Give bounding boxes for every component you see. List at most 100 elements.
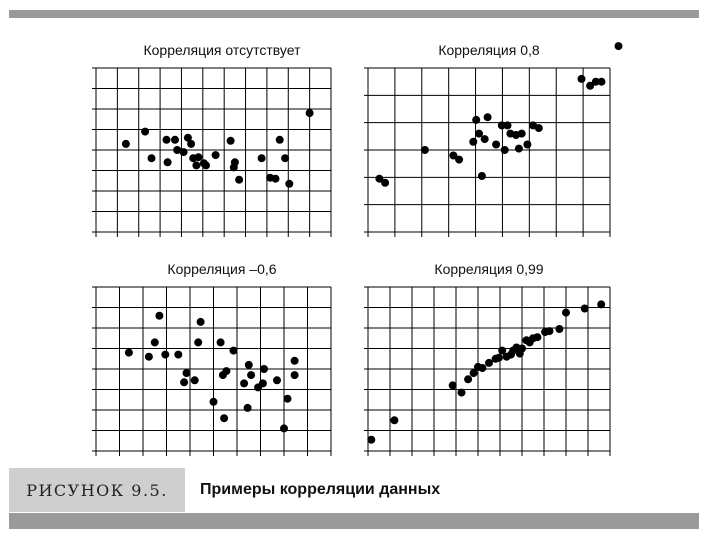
data-point [290, 356, 299, 365]
data-point [390, 416, 399, 425]
scatter-panel-2: Корреляция 0,8 [364, 42, 623, 237]
data-point [194, 153, 203, 162]
data-point [260, 365, 268, 373]
data-point [448, 381, 457, 390]
data-point [187, 139, 196, 148]
data-point [258, 379, 267, 388]
data-point [179, 148, 188, 157]
data-point [162, 135, 171, 144]
data-point [597, 77, 606, 86]
data-point [545, 327, 554, 336]
data-point [257, 154, 266, 163]
data-point [216, 338, 225, 347]
data-point [420, 146, 429, 154]
chart-title: Корреляция 0,99 [434, 261, 543, 277]
chart-title: Корреляция 0,8 [438, 42, 540, 58]
data-point [580, 304, 589, 313]
data-point [577, 74, 586, 83]
figure-label: РИСУНОК 9.5. [26, 480, 168, 500]
data-point [271, 174, 280, 183]
data-point [247, 371, 256, 380]
data-point [534, 124, 543, 133]
bottom-rule [9, 513, 699, 529]
data-point [180, 378, 189, 387]
data-point [230, 158, 239, 167]
data-point [478, 364, 487, 372]
data-point [477, 172, 486, 180]
data-point [121, 139, 130, 148]
chart-title: Корреляция –0,6 [167, 261, 276, 277]
data-point [614, 42, 623, 51]
data-point [533, 333, 542, 342]
data-point [155, 311, 164, 320]
data-point [211, 151, 220, 160]
data-point [586, 81, 595, 90]
scatter-panel-1: Корреляция отсутствует [92, 42, 332, 237]
data-point [381, 178, 390, 187]
data-point [196, 317, 205, 326]
data-point [305, 109, 314, 118]
data-point [173, 146, 182, 154]
data-point [483, 113, 492, 122]
grid [92, 67, 332, 237]
data-point [244, 360, 253, 369]
data-point [457, 388, 466, 397]
data-point [503, 121, 512, 130]
data-point [517, 129, 526, 138]
data-point [183, 133, 192, 142]
data-point [562, 308, 570, 317]
top-rule [9, 10, 699, 18]
data-point [492, 140, 501, 149]
data-point [163, 158, 172, 167]
data-point [469, 369, 478, 378]
data-point [226, 136, 235, 145]
data-point [367, 435, 376, 444]
data-point [235, 175, 244, 184]
data-point [124, 348, 133, 357]
data-point [523, 140, 532, 149]
data-point [194, 338, 203, 347]
data-point [283, 394, 292, 403]
data-point [555, 325, 564, 333]
data-point [281, 154, 290, 163]
chart-title: Корреляция отсутствует [143, 42, 301, 58]
data-point [182, 369, 191, 378]
data-point [464, 375, 473, 384]
data-point [485, 358, 493, 367]
data-point [469, 137, 478, 146]
data-point [150, 338, 159, 347]
data-point [144, 352, 153, 361]
data-point [475, 129, 483, 138]
grid [364, 286, 611, 456]
data-point [591, 77, 600, 86]
data-point [449, 151, 458, 160]
grid [92, 286, 332, 456]
data-point [497, 121, 506, 130]
data-point [209, 397, 218, 406]
data-point [500, 146, 509, 154]
data-point [290, 371, 299, 380]
data-point [273, 376, 281, 385]
figure-caption: Примеры корреляции данных [200, 481, 441, 498]
data-point [280, 424, 288, 433]
data-point [220, 414, 229, 423]
data-point [190, 376, 199, 385]
data-point [243, 403, 252, 412]
figure-label-box: РИСУНОК 9.5. [9, 468, 185, 512]
data-point [514, 144, 523, 153]
data-point [222, 367, 231, 376]
scatter-panel-4: Корреляция 0,99 [364, 261, 611, 456]
data-point [480, 135, 489, 144]
data-point [147, 154, 156, 163]
data-point [518, 344, 526, 353]
data-point [141, 127, 150, 136]
data-point [455, 155, 464, 164]
scatter-panel-3: Корреляция –0,6 [92, 261, 332, 456]
data-point [174, 350, 183, 359]
data-point [597, 300, 606, 309]
data-point [285, 179, 294, 188]
data-point [498, 346, 507, 355]
data-point [494, 353, 503, 362]
data-point [202, 161, 210, 170]
